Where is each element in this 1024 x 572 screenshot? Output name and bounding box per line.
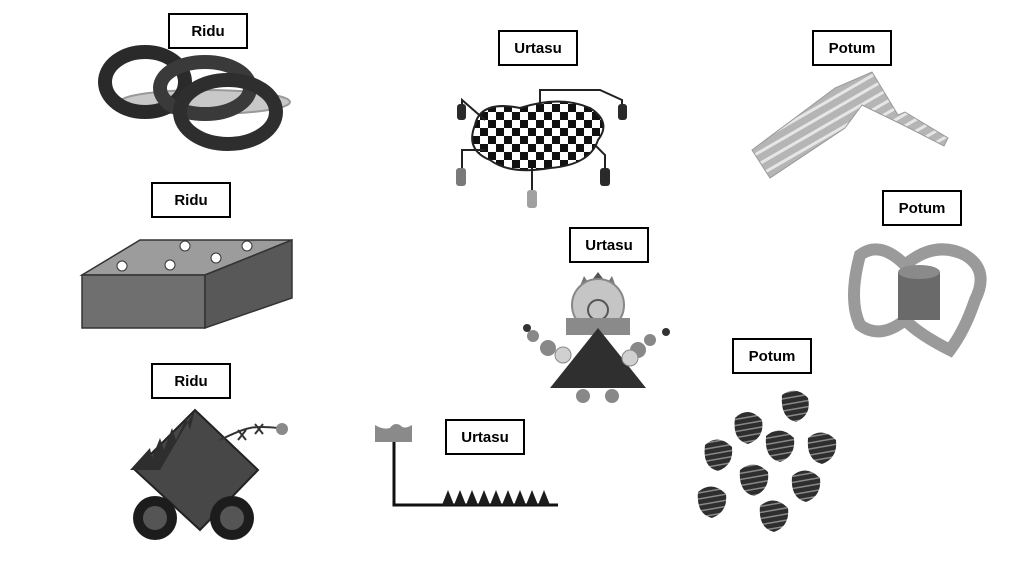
label-urtasu-middle: Urtasu — [569, 227, 649, 263]
label-ridu-top: Ridu — [168, 13, 248, 49]
potum-cones-figure — [697, 390, 837, 532]
urtasu-doll-figure — [523, 272, 670, 403]
label-potum-top: Potum — [812, 30, 892, 66]
potum-zigzag-figure — [751, 71, 949, 179]
label-urtasu-top: Urtasu — [498, 30, 578, 66]
label-ridu-middle: Ridu — [151, 182, 231, 218]
label-urtasu-bottom: Urtasu — [445, 419, 525, 455]
ridu-box-figure — [79, 238, 293, 330]
potum-loops-figure — [848, 243, 987, 358]
label-ridu-bottom: Ridu — [151, 363, 231, 399]
label-potum-bottom: Potum — [732, 338, 812, 374]
urtasu-spikes-figure — [375, 424, 558, 507]
ridu-rings-figure — [98, 45, 291, 151]
ridu-vehicle-figure — [130, 408, 288, 540]
label-potum-middle: Potum — [882, 190, 962, 226]
urtasu-checker-figure — [456, 89, 627, 208]
